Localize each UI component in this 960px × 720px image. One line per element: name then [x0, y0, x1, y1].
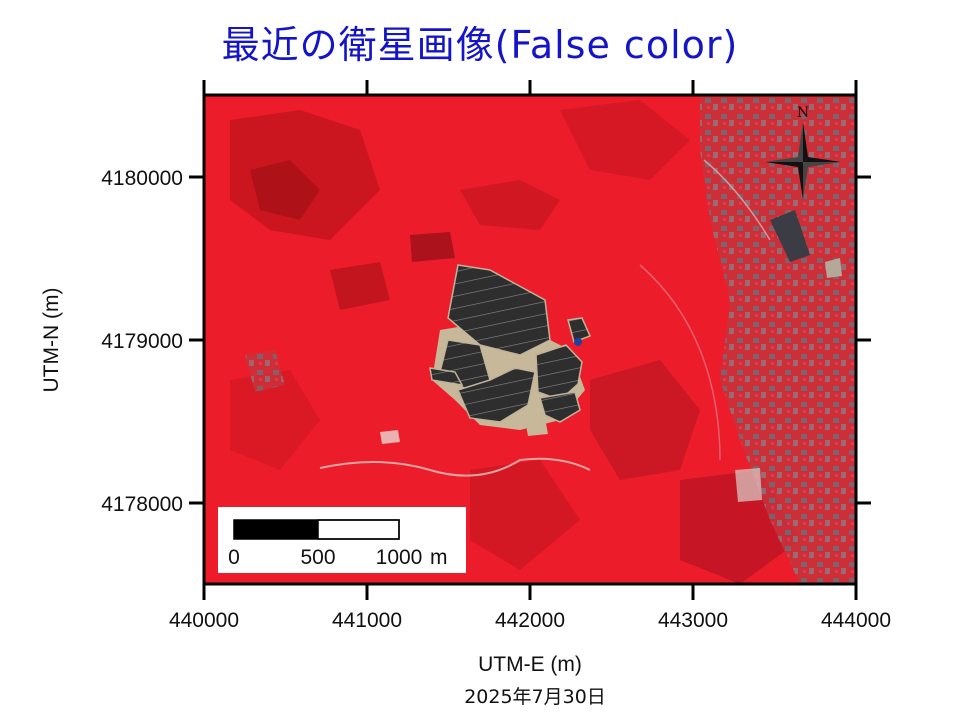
image-date: 2025年7月30日 [464, 686, 606, 708]
scale-label: 1000 [376, 546, 423, 569]
x-tick-label: 441000 [332, 609, 402, 632]
y-tick-label: 4179000 [101, 330, 183, 353]
scale-unit: m [430, 546, 448, 569]
map-title: 最近の衛星画像(False color) [221, 23, 739, 67]
y-axis-title: UTM-N (m) [40, 288, 63, 393]
scale-label: 0 [228, 546, 240, 569]
y-axis [189, 175, 871, 505]
y-tick-label: 4180000 [101, 167, 183, 190]
x-tick-label: 442000 [495, 609, 565, 632]
x-tick-label: 440000 [169, 609, 239, 632]
scale-bar: 0 500 1000 m [218, 507, 466, 573]
satellite-image [204, 95, 856, 584]
x-axis-title: UTM-E (m) [478, 653, 582, 676]
north-label: N [797, 105, 809, 121]
x-axis [202, 80, 858, 600]
y-tick-label: 4178000 [101, 493, 183, 516]
x-tick-label: 443000 [658, 609, 728, 632]
north-arrow-compass-icon: N [765, 105, 841, 200]
x-tick-label: 444000 [821, 609, 891, 632]
scale-label: 500 [300, 546, 335, 569]
